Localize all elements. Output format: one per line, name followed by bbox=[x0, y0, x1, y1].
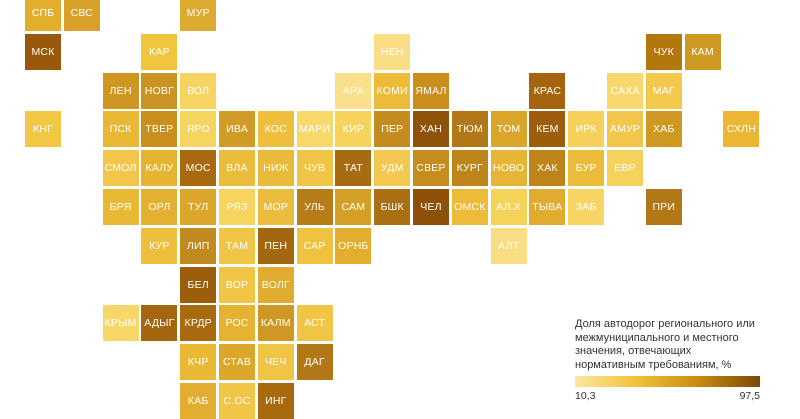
region-tile[interactable]: МАГ bbox=[645, 72, 682, 109]
legend-title: Доля автодорог регионального или межмуни… bbox=[575, 318, 755, 371]
region-tile[interactable]: ЗАБ bbox=[568, 189, 605, 225]
region-tile[interactable]: ОМСК bbox=[451, 189, 488, 225]
region-tile[interactable]: ТЮМ bbox=[451, 111, 488, 148]
region-tile[interactable]: ПЕН bbox=[257, 227, 294, 264]
region-tile[interactable]: ДАГ bbox=[296, 344, 333, 381]
region-tile[interactable]: ВОР bbox=[219, 266, 255, 303]
region-tile[interactable]: НОВГ bbox=[141, 72, 178, 109]
region-tile[interactable]: ОРЛ bbox=[141, 189, 178, 225]
region-tile[interactable]: КРДР bbox=[180, 305, 217, 342]
region-tile[interactable]: ПЕР bbox=[374, 111, 411, 148]
region-tile[interactable]: ХАН bbox=[413, 111, 449, 148]
region-tile[interactable]: КУРГ bbox=[451, 150, 488, 187]
region-tile[interactable]: ХАК bbox=[529, 150, 566, 187]
region-tile[interactable]: ЕВР bbox=[607, 150, 643, 187]
region-tile[interactable]: КАР bbox=[141, 33, 178, 70]
region-tile[interactable]: АДЫГ bbox=[141, 305, 178, 342]
region-tile[interactable]: МОС bbox=[180, 150, 217, 187]
region-tile[interactable]: КРЫМ bbox=[102, 305, 139, 342]
region-tile[interactable]: БЕЛ bbox=[180, 266, 217, 303]
region-tile[interactable]: ЛИП bbox=[180, 227, 217, 264]
region-tile[interactable]: СВЕР bbox=[413, 150, 449, 187]
region-tile[interactable]: АМУР bbox=[607, 111, 643, 148]
region-tile[interactable]: УЛЬ bbox=[296, 189, 333, 225]
region-tile[interactable]: ТОМ bbox=[490, 111, 527, 148]
region-tile[interactable]: БШК bbox=[374, 189, 411, 225]
region-tile[interactable]: С.ОС bbox=[219, 383, 255, 419]
region-tile[interactable]: НЕН bbox=[374, 33, 411, 70]
region-tile[interactable]: МУР bbox=[180, 0, 217, 31]
region-tile[interactable]: АЛ.Х bbox=[490, 189, 527, 225]
region-tile[interactable]: КОМИ bbox=[374, 72, 411, 109]
region-tile[interactable]: ИНГ bbox=[257, 383, 294, 419]
region-tile[interactable]: КАМ bbox=[684, 33, 721, 70]
region-tile[interactable]: НОВО bbox=[490, 150, 527, 187]
region-tile[interactable]: МСК bbox=[25, 33, 61, 70]
region-tile[interactable]: КУР bbox=[141, 227, 178, 264]
region-tile[interactable]: БРЯ bbox=[102, 189, 139, 225]
region-tile[interactable]: САР bbox=[296, 227, 333, 264]
region-tile[interactable]: ЧЕЧ bbox=[257, 344, 294, 381]
region-tile[interactable]: СТАВ bbox=[219, 344, 255, 381]
region-tile[interactable]: ПРИ bbox=[645, 189, 682, 225]
region-tile[interactable]: КРАС bbox=[529, 72, 566, 109]
region-tile[interactable]: КЧР bbox=[180, 344, 217, 381]
region-tile[interactable]: КОС bbox=[257, 111, 294, 148]
region-tile[interactable]: ЯМАЛ bbox=[413, 72, 449, 109]
legend: Доля автодорог регионального или межмуни… bbox=[575, 318, 760, 402]
region-tile[interactable]: ВЛА bbox=[219, 150, 255, 187]
region-tile[interactable]: КЕМ bbox=[529, 111, 566, 148]
region-tile[interactable]: КИР bbox=[335, 111, 372, 148]
region-tile[interactable]: ТВЕР bbox=[141, 111, 178, 148]
legend-min-label: 10,3 bbox=[575, 390, 596, 402]
region-tile[interactable]: ВОЛ bbox=[180, 72, 217, 109]
region-tile[interactable]: ХАБ bbox=[645, 111, 682, 148]
region-tile[interactable]: МАРИ bbox=[296, 111, 333, 148]
region-tile[interactable]: ТАТ bbox=[335, 150, 372, 187]
region-tile[interactable]: СМОЛ bbox=[102, 150, 139, 187]
region-tile[interactable]: МОР bbox=[257, 189, 294, 225]
region-tile[interactable]: ТАМ bbox=[219, 227, 255, 264]
region-tile[interactable]: ТЫВА bbox=[529, 189, 566, 225]
region-tile[interactable]: РОС bbox=[219, 305, 255, 342]
region-tile[interactable]: ИВА bbox=[219, 111, 255, 148]
region-tile[interactable]: БУР bbox=[568, 150, 605, 187]
region-tile[interactable]: СХЛН bbox=[723, 111, 760, 148]
region-tile[interactable]: ЧЕЛ bbox=[413, 189, 449, 225]
region-tile[interactable]: НИЖ bbox=[257, 150, 294, 187]
region-tile[interactable]: КНГ bbox=[25, 111, 61, 148]
region-tile[interactable]: ОРНБ bbox=[335, 227, 372, 264]
region-tile[interactable]: СПБ bbox=[25, 0, 61, 31]
region-tile[interactable]: АРХ bbox=[335, 72, 372, 109]
region-tile[interactable]: АЛТ bbox=[490, 227, 527, 264]
region-tile-map: СПБ СВС МУР МСК КАР НЕН ЧУК КАМ ЛЕН НОВГ ВОЛ АРХ КОМ… bbox=[25, 0, 760, 419]
region-tile[interactable]: ТУЛ bbox=[180, 189, 217, 225]
region-tile[interactable]: ЧУВ bbox=[296, 150, 333, 187]
region-tile[interactable]: ЛЕН bbox=[102, 72, 139, 109]
region-tile[interactable]: ЯРО bbox=[180, 111, 217, 148]
legend-max-label: 97,5 bbox=[739, 390, 760, 402]
region-tile[interactable]: ВОЛГ bbox=[257, 266, 294, 303]
region-tile[interactable]: КАЛМ bbox=[257, 305, 294, 342]
region-tile[interactable]: КАБ bbox=[180, 383, 217, 419]
region-tile[interactable]: АСТ bbox=[296, 305, 333, 342]
region-tile[interactable]: ПСК bbox=[102, 111, 139, 148]
region-tile[interactable]: ИРК bbox=[568, 111, 605, 148]
region-tile[interactable]: УДМ bbox=[374, 150, 411, 187]
region-tile[interactable]: САМ bbox=[335, 189, 372, 225]
region-tile[interactable]: САХА bbox=[607, 72, 643, 109]
region-tile[interactable]: КАЛУ bbox=[141, 150, 178, 187]
region-tile[interactable]: ЧУК bbox=[645, 33, 682, 70]
region-tile[interactable]: РЯЗ bbox=[219, 189, 255, 225]
legend-color-scale bbox=[575, 376, 760, 387]
region-tile[interactable]: СВС bbox=[63, 0, 100, 31]
legend-scale-labels: 10,3 97,5 bbox=[575, 390, 760, 402]
